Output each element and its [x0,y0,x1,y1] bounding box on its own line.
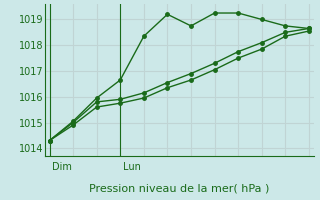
Text: Lun: Lun [123,162,140,172]
Text: Pression niveau de la mer( hPa ): Pression niveau de la mer( hPa ) [89,183,269,193]
Text: Dim: Dim [52,162,72,172]
